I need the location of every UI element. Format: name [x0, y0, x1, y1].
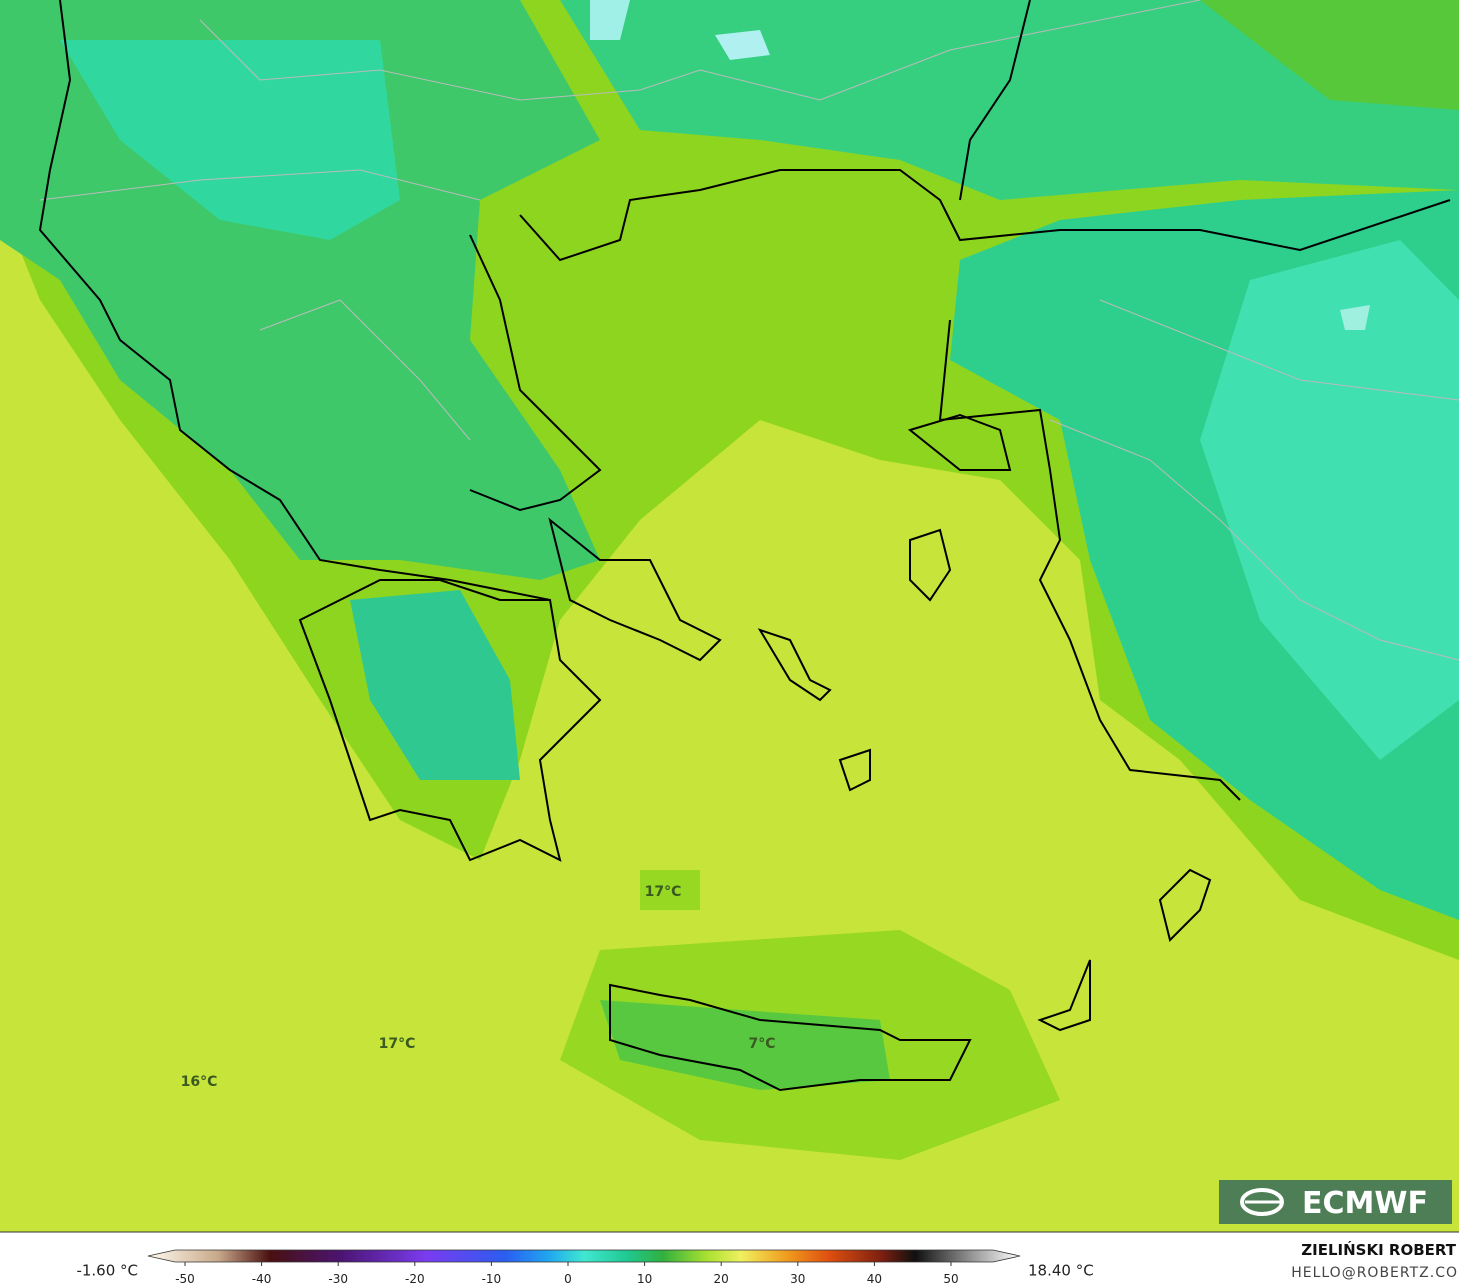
temperature-label: 17°C: [645, 884, 682, 900]
temperature-label: 17°C: [379, 1036, 416, 1052]
borders: [39, 0, 1459, 661]
coastlines: [38, 0, 1451, 1092]
colorbar-tick-label: 20: [714, 1272, 729, 1286]
colorbar-tick-label: 10: [637, 1272, 652, 1286]
colorbar-ramp: [147, 1249, 1021, 1263]
colorbar-tick-label: -40: [252, 1272, 272, 1286]
colorbar-min-label: -1.60 °C: [76, 1262, 138, 1280]
colorbar-tick-label: 40: [867, 1272, 882, 1286]
colorbar-max-label: 18.40 °C: [1028, 1262, 1094, 1280]
logo-text: ECMWF: [1302, 1186, 1428, 1221]
colorbar-tick-label: -20: [405, 1272, 425, 1286]
temperature-label: 7°C: [748, 1036, 775, 1052]
credit-contact: HELLO@ROBERTZ.CO: [1291, 1265, 1458, 1281]
ecmwf-logo: ECMWF: [1219, 1180, 1452, 1224]
colorbar: -50 -40 -30 -20 -10 0 10 20 30 40 50: [147, 1249, 1021, 1286]
temperature-label: 16°C: [181, 1074, 218, 1090]
colorbar-tick-label: 30: [790, 1272, 805, 1286]
colorbar-tick-label: 0: [564, 1272, 572, 1286]
credit-author: ZIELIŃSKI ROBERT: [1301, 1240, 1456, 1259]
colorbar-tick-label: 50: [943, 1272, 958, 1286]
colorbar-tick-label: -50: [175, 1272, 195, 1286]
colorbar-tick-label: -10: [482, 1272, 502, 1286]
temperature-field: [0, 0, 1459, 1232]
colorbar-tick-label: -30: [328, 1272, 348, 1286]
